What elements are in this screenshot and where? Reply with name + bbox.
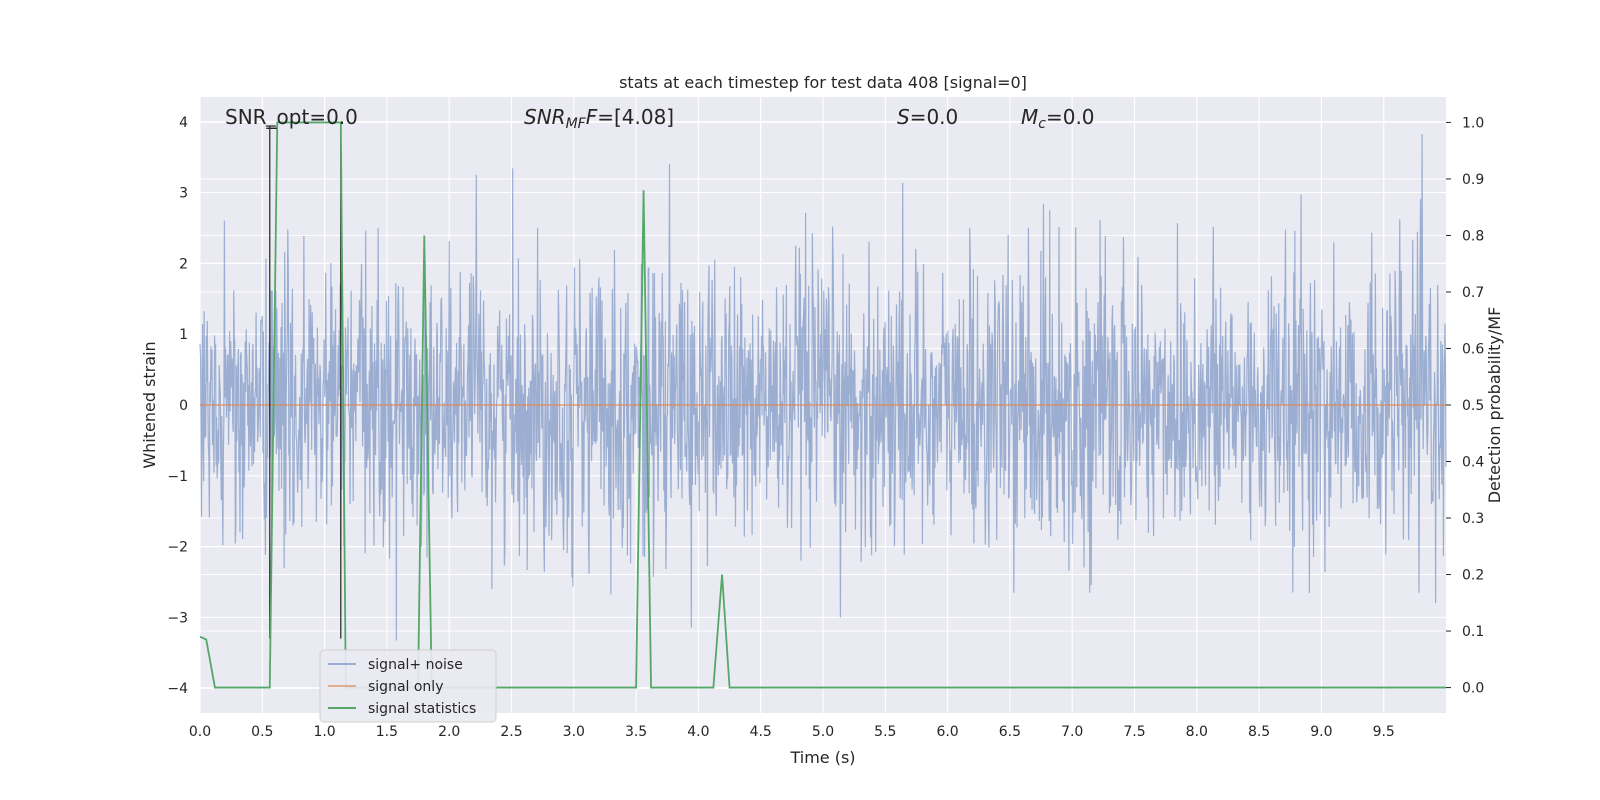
- y2-axis-label: Detection probability/MF: [1485, 307, 1504, 504]
- x-tick-label: 6.0: [936, 724, 958, 740]
- x-tick-label: 5.0: [812, 724, 834, 740]
- x-tick-label: 0.5: [251, 724, 273, 740]
- y-ticks: −4 −3 −2 −1 0 1 2 3 4: [167, 115, 188, 697]
- snr-opt-annotation: SNR_opt=0.0: [225, 105, 358, 129]
- x-tick-label: 5.5: [874, 724, 896, 740]
- x-tick-label: 4.0: [687, 724, 709, 740]
- y2-tick-label: 0.2: [1462, 568, 1484, 584]
- x-tick-label: 7.5: [1123, 724, 1145, 740]
- snr-mf-f: F: [586, 105, 598, 129]
- y2-tick-label: 0.9: [1462, 172, 1484, 188]
- s-annotation: S=0.0: [897, 105, 958, 129]
- y2-tick-label: 1.0: [1462, 115, 1484, 131]
- y2-tick-label: 0.7: [1462, 285, 1484, 301]
- noise-line: [199, 134, 1447, 641]
- legend-label-noise: signal+ noise: [368, 657, 463, 673]
- x-tick-label: 8.5: [1248, 724, 1270, 740]
- x-tick-label: 1.0: [313, 724, 335, 740]
- s-main: S: [897, 105, 910, 129]
- x-tick-label: 0.0: [189, 724, 211, 740]
- x-tick-label: 9.5: [1373, 724, 1395, 740]
- y-tick-label: 1: [179, 327, 188, 343]
- chart-title: stats at each timestep for test data 408…: [619, 73, 1027, 92]
- y-tick-label: 0: [179, 398, 188, 414]
- legend-box: [319, 649, 497, 723]
- x-tick-label: 2.0: [438, 724, 460, 740]
- snr-mf-sub: MF: [566, 116, 587, 132]
- y-tick-label: 2: [179, 256, 188, 272]
- mc-annotation: Mc=0.0: [1021, 105, 1095, 132]
- s-value: =0.0: [910, 105, 959, 129]
- y2-tick-label: 0.4: [1462, 455, 1484, 471]
- legend: signal+ noise signal only signal statist…: [319, 649, 497, 723]
- x-tick-label: 3.0: [563, 724, 585, 740]
- y2-ticks: 0.0 0.1 0.2 0.3 0.4 0.5 0.6 0.7 0.8 0.9 1.0: [1446, 115, 1484, 697]
- snr-mf-value: =[4.08]: [597, 105, 674, 129]
- x-tick-label: 9.0: [1310, 724, 1332, 740]
- y2-tick-label: 0.8: [1462, 228, 1484, 244]
- x-ticks: 0.0 0.5 1.0 1.5 2.0 2.5 3.0 3.5 4.0 4.5 5.0 5.5 6.0 6…: [189, 724, 1395, 740]
- x-tick-label: 7.0: [1061, 724, 1083, 740]
- y-tick-label: −3: [167, 610, 188, 626]
- snr-mf-annotation: SNRMFF=[4.08]: [524, 105, 674, 132]
- y2-tick-label: 0.6: [1462, 341, 1484, 357]
- x-tick-label: 1.5: [376, 724, 398, 740]
- x-axis-label: Time (s): [789, 748, 855, 767]
- x-tick-label: 3.5: [625, 724, 647, 740]
- statistics-line: [199, 121, 1446, 689]
- y2-tick-label: 0.5: [1462, 398, 1484, 414]
- y-tick-label: −1: [167, 469, 188, 485]
- x-tick-label: 4.5: [750, 724, 772, 740]
- x-tick-label: 2.5: [500, 724, 522, 740]
- snr-mf-main: SNR: [524, 105, 566, 129]
- noise-series: [199, 134, 1447, 641]
- y-tick-label: −4: [167, 681, 188, 697]
- legend-label-stats: signal statistics: [368, 701, 476, 717]
- mc-value: =0.0: [1046, 105, 1095, 129]
- y-tick-label: −2: [167, 540, 188, 556]
- y-tick-label: 3: [179, 186, 188, 202]
- x-tick-label: 6.5: [999, 724, 1021, 740]
- statistics-series: [199, 121, 1446, 689]
- y2-tick-label: 0.1: [1462, 624, 1484, 640]
- y2-tick-label: 0.3: [1462, 511, 1484, 527]
- mc-main: M: [1021, 105, 1038, 129]
- y2-tick-label: 0.0: [1462, 681, 1484, 697]
- y-axis-label: Whitened strain: [140, 341, 159, 468]
- x-tick-label: 8.0: [1186, 724, 1208, 740]
- y-tick-label: 4: [179, 115, 188, 131]
- mc-sub: c: [1038, 116, 1046, 132]
- legend-label-signal: signal only: [368, 679, 443, 695]
